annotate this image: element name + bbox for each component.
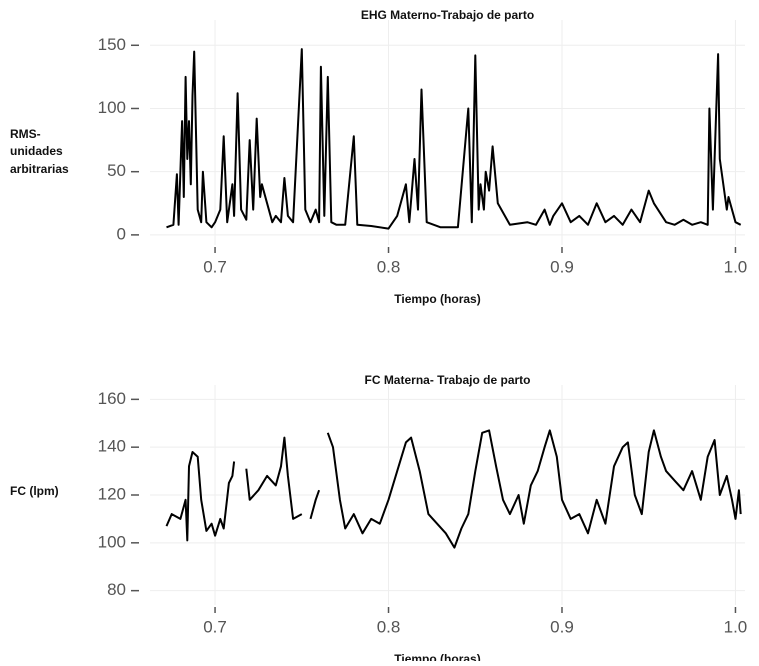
x-tick-label: 1.0 <box>724 617 748 636</box>
x-tick-label: 1.0 <box>724 257 748 276</box>
y-axis-label: unidades <box>10 144 63 158</box>
x-tick-label: 0.9 <box>550 617 574 636</box>
y-tick-label: 150 <box>98 35 126 54</box>
x-tick-label: 0.7 <box>203 617 227 636</box>
x-tick-label: 0.7 <box>203 257 227 276</box>
y-axis-label: arbitrarias <box>10 162 69 176</box>
x-axis-label: Tiempo (horas) <box>394 652 480 661</box>
chart-title: EHG Materno-Trabajo de parto <box>361 8 534 22</box>
x-axis-label: Tiempo (horas) <box>394 292 480 306</box>
x-tick-label: 0.8 <box>377 617 401 636</box>
y-tick-label: 120 <box>98 484 126 503</box>
y-tick-label: 50 <box>107 161 126 180</box>
y-tick-label: 160 <box>98 389 126 408</box>
y-tick-label: 100 <box>98 98 126 117</box>
x-tick-label: 0.9 <box>550 257 574 276</box>
y-tick-label: 100 <box>98 532 126 551</box>
chart-title: FC Materna- Trabajo de parto <box>364 373 530 387</box>
y-axis-label: RMS- <box>10 127 41 141</box>
data-line <box>165 429 742 549</box>
y-tick-label: 140 <box>98 437 126 456</box>
y-axis-label: FC (lpm) <box>10 484 59 498</box>
data-line <box>166 48 742 230</box>
y-tick-label: 0 <box>117 224 126 243</box>
x-tick-label: 0.8 <box>377 257 401 276</box>
y-tick-label: 80 <box>107 580 126 599</box>
